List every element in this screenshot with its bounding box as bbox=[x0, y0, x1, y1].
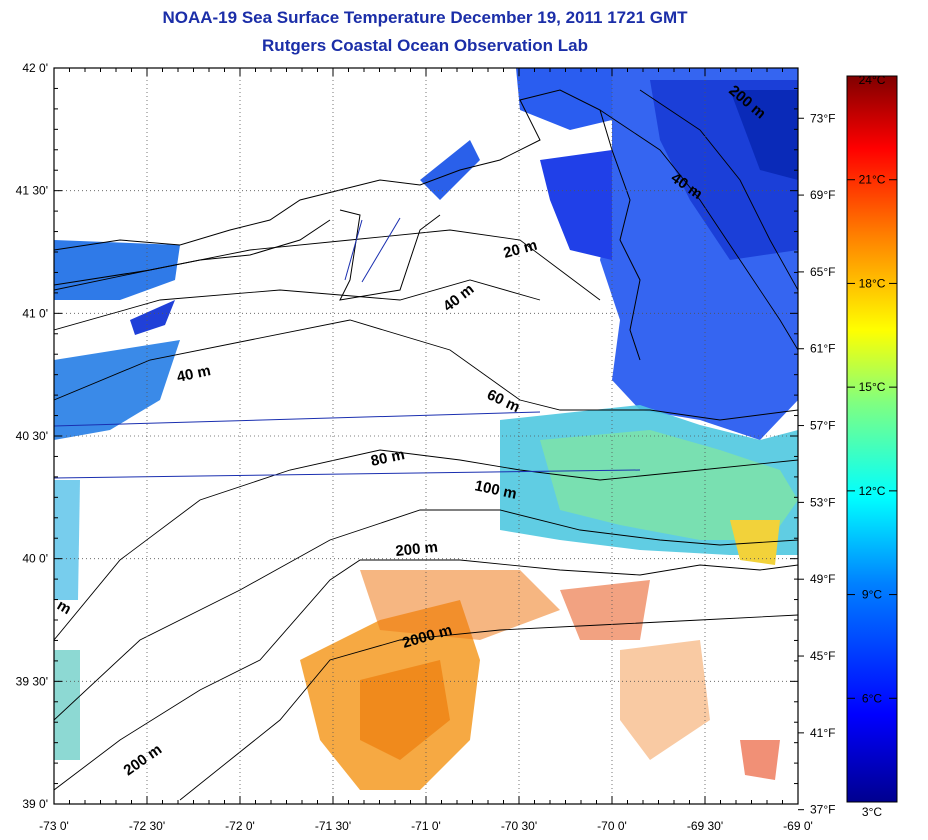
fahrenheit-label: 45°F bbox=[810, 649, 835, 663]
fahrenheit-label: 41°F bbox=[810, 726, 835, 740]
longitude-label: -71 30' bbox=[315, 819, 351, 833]
longitude-label: -72 30' bbox=[129, 819, 165, 833]
longitude-label: -70 30' bbox=[501, 819, 537, 833]
fahrenheit-label: 49°F bbox=[810, 572, 835, 586]
latitude-label: 39 30' bbox=[16, 674, 48, 688]
fahrenheit-label: 69°F bbox=[810, 188, 835, 202]
longitude-label: -72 0' bbox=[225, 819, 255, 833]
graticule bbox=[54, 68, 798, 804]
fahrenheit-label: 37°F bbox=[810, 803, 835, 817]
colorbar-label: 21°C bbox=[859, 173, 886, 187]
fahrenheit-label: 57°F bbox=[810, 419, 835, 433]
longitude-label: -69 30' bbox=[687, 819, 723, 833]
fahrenheit-label: 65°F bbox=[810, 265, 835, 279]
latitude-label: 41 30' bbox=[16, 184, 48, 198]
colorbar-labels: 24°C 21°C 18°C 15°C 12°C 9°C 6°C 3°C bbox=[847, 73, 897, 819]
longitude-labels: -73 0' -72 30' -72 0' -71 30' -71 0' -70 30' -… bbox=[39, 819, 813, 833]
longitude-label: -69 0' bbox=[783, 819, 813, 833]
bathymetry-contours bbox=[54, 89, 798, 801]
fahrenheit-label: 61°F bbox=[810, 342, 835, 356]
fahrenheit-label: 53°F bbox=[810, 495, 835, 509]
longitude-label: -71 0' bbox=[411, 819, 441, 833]
fahrenheit-labels: 73°F 69°F 65°F 61°F 57°F 53°F 49°F 45°F 41°F 37°F bbox=[798, 111, 835, 817]
colorbar bbox=[846, 75, 898, 803]
colorbar-label: 9°C bbox=[862, 588, 882, 602]
depth-label: 40 m bbox=[175, 362, 212, 386]
latitude-label: 39 0' bbox=[22, 797, 48, 811]
map-subtitle: Rutgers Coastal Ocean Observation Lab bbox=[262, 36, 588, 55]
map-title: NOAA-19 Sea Surface Temperature December… bbox=[162, 8, 688, 27]
latitude-label: 40 30' bbox=[16, 429, 48, 443]
depth-label: 200 m bbox=[395, 539, 439, 560]
colorbar-label: 12°C bbox=[859, 484, 886, 498]
colorbar-label: 15°C bbox=[859, 380, 886, 394]
axis-ticks bbox=[53, 67, 799, 805]
latitude-label: 40 0' bbox=[22, 552, 48, 566]
coastline bbox=[54, 89, 641, 361]
mid-water-region bbox=[54, 405, 798, 760]
depth-label: 80 m bbox=[369, 446, 406, 470]
latitude-label: 41 0' bbox=[22, 306, 48, 320]
latitude-labels: 42 0' 41 30' 41 0' 40 30' 40 0' 39 30' 39 0' bbox=[16, 61, 48, 811]
colorbar-label: 3°C bbox=[862, 805, 882, 819]
fahrenheit-label: 73°F bbox=[810, 111, 835, 125]
cold-water-region bbox=[54, 68, 798, 440]
latitude-label: 42 0' bbox=[22, 61, 48, 75]
colorbar-label: 6°C bbox=[862, 691, 882, 705]
longitude-label: -70 0' bbox=[597, 819, 627, 833]
colorbar-label: 24°C bbox=[859, 73, 886, 87]
colorbar-label: 18°C bbox=[859, 276, 886, 290]
longitude-label: -73 0' bbox=[39, 819, 69, 833]
ship-tracks bbox=[54, 217, 641, 479]
warm-water-region bbox=[300, 570, 780, 790]
